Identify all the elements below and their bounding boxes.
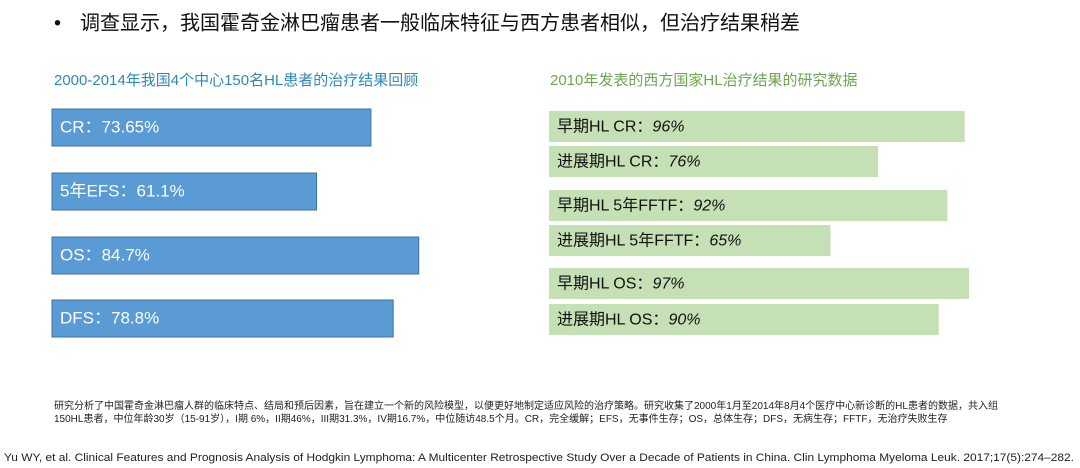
value-label: 73.65% — [102, 118, 160, 137]
category-label: 进展期HL OS： — [557, 311, 668, 329]
bar — [549, 190, 948, 221]
value-label: 84.7% — [102, 246, 150, 265]
category-label: 进展期HL 5年FFTF： — [557, 232, 709, 250]
footnote: 研究分析了中国霍奇金淋巴瘤人群的临床特点、结局和预后因素，旨在建立一个新的风险模… — [54, 401, 998, 425]
bar — [549, 111, 965, 142]
bar-label: 早期HL CR：96% — [557, 118, 684, 136]
value-label: 65% — [709, 233, 741, 250]
bar — [51, 108, 372, 147]
value-label: 96% — [652, 119, 684, 136]
chart-title: 2000-2014年我国4个中心150名HL患者的治疗结果回顾 — [54, 72, 418, 89]
value-label: 97% — [652, 276, 684, 293]
value-label: 92% — [693, 198, 725, 215]
category-label: 5年EFS： — [60, 182, 137, 201]
bar — [51, 172, 318, 211]
category-label: 早期HL OS： — [557, 275, 652, 293]
bar-label: 早期HL OS：97% — [557, 275, 684, 293]
bar — [549, 304, 939, 335]
category-label: CR： — [60, 118, 102, 137]
bar — [549, 268, 970, 299]
bar-label: CR：73.65% — [60, 118, 159, 137]
bar-label: 进展期HL CR：76% — [557, 153, 700, 171]
citation: Yu WY, et al. Clinical Features and Prog… — [4, 452, 1074, 464]
bar-label: 进展期HL 5年FFTF：65% — [557, 232, 741, 250]
category-label: OS： — [60, 246, 102, 265]
bar-label: 进展期HL OS：90% — [557, 311, 700, 329]
value-label: 90% — [668, 312, 700, 329]
chart-title: 2010年发表的西方国家HL治疗结果的研究数据 — [550, 72, 858, 89]
value-label: 78.8% — [111, 309, 159, 328]
bar-label: 早期HL 5年FFTF：92% — [557, 197, 725, 215]
bar — [549, 225, 831, 256]
category-label: 早期HL CR： — [557, 118, 652, 136]
category-label: 早期HL 5年FFTF： — [557, 197, 693, 215]
value-label: 76% — [668, 154, 700, 171]
slide-title: 调查显示，我国霍奇金淋巴瘤患者一般临床特征与西方患者相似，但治疗结果稍差 — [80, 11, 800, 34]
category-label: DFS： — [60, 309, 111, 328]
category-label: 进展期HL CR： — [557, 153, 668, 171]
bar — [549, 146, 879, 177]
bar-label: DFS：78.8% — [60, 309, 159, 328]
bar-label: OS：84.7% — [60, 246, 150, 265]
bar — [51, 299, 394, 338]
bar-label: 5年EFS：61.1% — [60, 182, 185, 201]
value-label: 61.1% — [137, 182, 185, 201]
bar — [51, 236, 420, 275]
bullet: • — [54, 12, 61, 34]
